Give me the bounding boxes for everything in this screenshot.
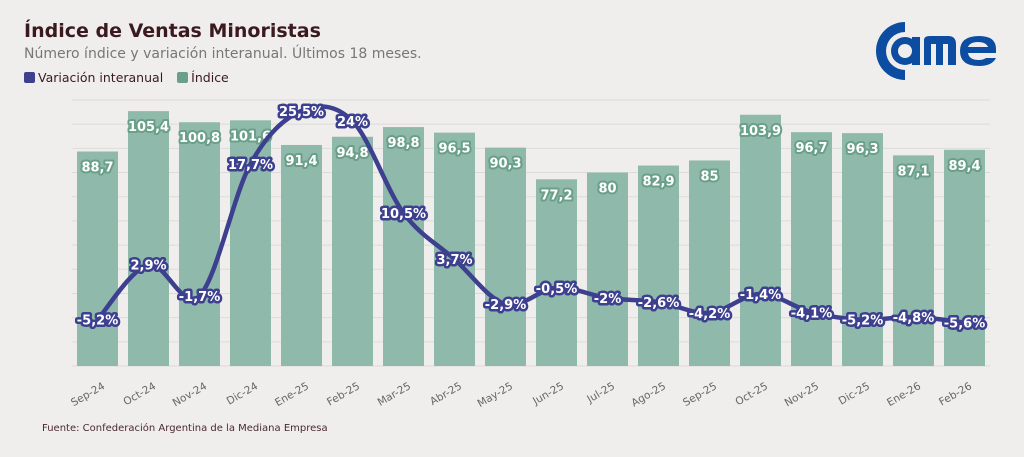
legend-item-indice: Índice [177,70,229,85]
legend-swatch-line [24,72,35,83]
x-tick-label: Ene-25 [273,380,311,409]
bar-label: 80 [598,182,616,197]
bar-label: 98,8 [387,136,419,151]
bar-Oct-25 [740,114,781,366]
x-tick-label: Sep-25 [681,380,719,409]
x-tick-label: Dic-24 [225,380,261,408]
bar-label: 96,3 [846,142,878,157]
line-label: 17,7% [228,158,273,173]
line-label: -2,6% [638,296,679,311]
line-label: 10,5% [381,207,426,222]
x-tick-label: Nov-25 [783,380,821,409]
line-label: -2,9% [485,298,526,313]
bar-label: 96,5 [438,142,470,157]
bar-Feb-26 [944,149,985,366]
x-tick-label: Feb-25 [325,380,362,408]
x-tick-label: Jul-25 [584,380,617,406]
line-label: -4,1% [791,306,832,321]
bar-Ene-25 [281,144,322,366]
x-tick-label: Sep-24 [69,380,107,409]
bar-Mar-25 [383,127,424,366]
x-tick-label: Jun-25 [530,380,566,408]
bar-label: 105,4 [128,120,169,135]
line-label: -4,2% [689,307,730,322]
line-label: 3,7% [436,253,472,268]
bar-Sep-24 [77,151,118,366]
bar-Dic-25 [842,133,883,366]
bar-label: 96,7 [795,141,827,156]
variacion-line [95,104,967,325]
line-label: -0,5% [536,282,577,297]
x-tick-label: May-25 [475,380,515,410]
chart-subtitle: Número índice y variación interanual. Úl… [24,46,422,62]
x-tick-label: Nov-24 [171,380,210,409]
bar-label: 82,9 [642,175,674,190]
bar-label: 100,8 [179,131,220,146]
line-label: -2% [594,292,621,307]
bar-Oct-24 [128,111,169,367]
legend-item-variacion: Variación interanual [24,70,163,85]
chart-title: Índice de Ventas Minoristas [24,20,321,42]
legend-label: Variación interanual [38,70,164,85]
legend: Variación interanual Índice [24,70,229,85]
bar-Ago-25 [638,165,679,366]
came-logo [872,18,1002,88]
bar-label: 101,6 [230,129,271,144]
x-tick-label: Feb-26 [937,380,974,408]
x-tick-label: Oct-24 [121,380,158,408]
bar-label: 103,9 [740,124,781,139]
x-tick-label: Dic-25 [837,380,872,407]
x-tick-label: Abr-25 [428,380,464,408]
bar-label: 94,8 [336,146,368,161]
bar-Feb-25 [332,136,373,366]
x-tick-label: Ene-26 [885,380,923,409]
bar-Jul-25 [587,172,628,366]
bar-label: 85 [700,169,718,184]
bar-Jun-25 [536,179,577,366]
line-label: -5,6% [944,316,985,331]
line-label: 25,5% [279,105,324,120]
bar-Ene-26 [893,155,934,366]
line-label: -1,7% [179,290,220,305]
line-label: 2,9% [130,259,166,274]
line-label: -1,4% [740,288,781,303]
line-label: 24% [337,115,368,130]
bar-Sep-25 [689,160,730,366]
legend-swatch-bar [177,72,189,83]
bar-label: 90,3 [489,157,521,172]
bar-Nov-24 [179,122,220,366]
bar-label: 77,2 [540,188,572,203]
bar-label: 89,4 [948,159,980,174]
bar-label: 91,4 [285,154,317,169]
legend-label: Índice [191,70,229,85]
x-tick-label: Oct-25 [733,380,770,408]
line-label: -4,8% [893,311,934,326]
x-tick-label: Mar-25 [376,380,413,409]
line-label: -5,2% [842,314,883,329]
source-note: Fuente: Confederación Argentina de la Me… [42,423,328,434]
x-tick-label: Ago-25 [629,380,668,409]
bar-label: 88,7 [81,161,113,176]
bar-label: 87,1 [897,164,929,179]
bar-Nov-25 [791,132,832,366]
bar-May-25 [485,147,526,366]
line-label: -5,2% [77,314,118,329]
